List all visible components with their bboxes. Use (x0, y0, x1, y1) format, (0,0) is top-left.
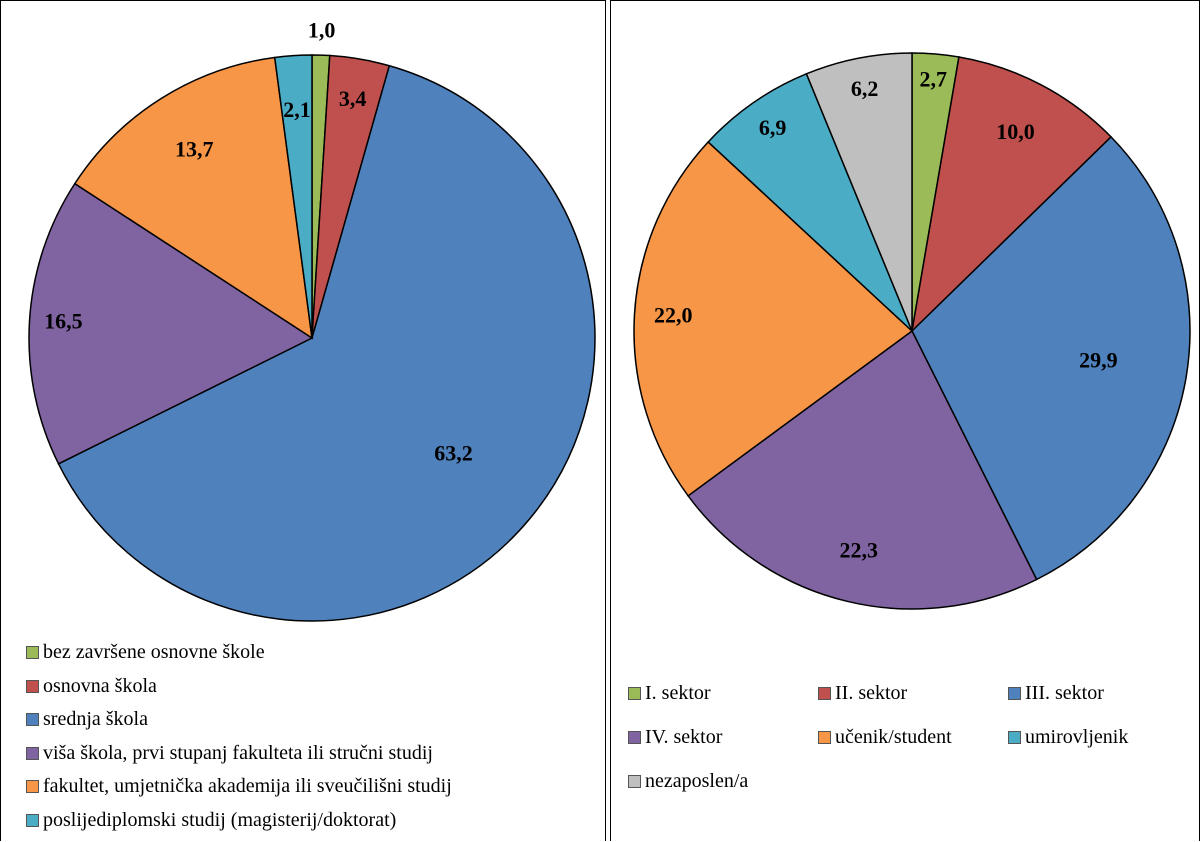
legend-swatch (1008, 686, 1021, 700)
education-legend: bez završene osnovne škole osnovna škola… (26, 636, 452, 837)
legend-item: bez završene osnovne škole (26, 636, 452, 670)
legend-label: viša škola, prvi stupanj fakulteta ili s… (43, 741, 433, 764)
legend-swatch (818, 730, 831, 744)
pie-slice (273, 54, 313, 339)
data-label: 22,3 (840, 538, 879, 563)
legend-label: III. sektor (1025, 681, 1104, 704)
legend-swatch (26, 780, 39, 794)
data-label: 3,4 (339, 86, 367, 111)
legend-item: I. sektor (628, 680, 818, 706)
data-label: 6,9 (759, 115, 787, 140)
legend-item: osnovna škola (26, 670, 452, 704)
legend-swatch (1008, 730, 1021, 744)
legend-label: bez završene osnovne škole (43, 641, 265, 664)
pie-slice (687, 329, 1038, 610)
legend-swatch (628, 730, 641, 744)
legend-swatch (628, 686, 641, 700)
data-label: 1,0 (308, 18, 336, 43)
pie-slice (28, 182, 314, 465)
sector-pie-panel: 2,7 10,0 29,9 22,3 22,0 6,9 6,2 (610, 0, 1200, 841)
sector-pie-chart: 2,7 10,0 29,9 22,3 22,0 6,9 6,2 (633, 52, 1191, 610)
legend-item: srednja škola (26, 703, 452, 737)
legend-label: IV. sektor (645, 725, 723, 748)
pie-slice (707, 72, 913, 332)
pie-slice (910, 56, 1113, 334)
legend-label: nezaposlen/a (645, 769, 749, 792)
data-label: 22,0 (654, 303, 693, 328)
legend-item: nezaposlen/a (628, 768, 818, 794)
legend-swatch (26, 813, 39, 827)
education-pie-panel: 1,0 3,4 63,2 16,5 13,7 2,1 (0, 0, 606, 841)
sector-legend: I. sektor II. sektor III. sektor IV. sek… (628, 680, 1200, 794)
legend-item: poslijediplomski studij (magisterij/dokt… (26, 804, 452, 838)
legend-label: II. sektor (835, 681, 908, 704)
data-label: 16,5 (44, 309, 83, 334)
data-label: 2,7 (919, 67, 947, 92)
legend-item: II. sektor (818, 680, 1008, 706)
data-label: 13,7 (175, 136, 214, 161)
data-label: 10,0 (996, 119, 1035, 144)
legend-swatch (26, 646, 39, 660)
legend-swatch (26, 679, 39, 693)
data-label: 29,9 (1079, 347, 1118, 372)
legend-label: umirovljenik (1025, 725, 1129, 748)
pie-slice (73, 56, 313, 340)
legend-swatch (26, 713, 39, 727)
legend-swatch (818, 686, 831, 700)
legend-label: učenik/student (835, 725, 952, 748)
legend-item: umirovljenik (1008, 724, 1200, 750)
legend-label: poslijediplomski studij (magisterij/dokt… (43, 808, 397, 831)
legend-item: učenik/student (818, 724, 1008, 750)
legend-item: viša škola, prvi stupanj fakulteta ili s… (26, 737, 452, 771)
legend-label: srednja škola (43, 708, 148, 731)
data-label: 2,1 (283, 97, 311, 122)
data-label: 63,2 (434, 441, 473, 466)
pie-slice (633, 140, 914, 497)
legend-item: IV. sektor (628, 724, 818, 750)
legend-label: osnovna škola (43, 674, 157, 697)
pie-slice (57, 64, 596, 622)
legend-label: I. sektor (645, 681, 711, 704)
legend-label: fakultet, umjetnička akademija ili sveuč… (43, 775, 452, 798)
legend-swatch (26, 746, 39, 760)
pie-slice (805, 52, 913, 332)
legend-swatch (628, 774, 641, 788)
data-label: 6,2 (851, 76, 879, 101)
legend-item: fakultet, umjetnička akademija ili sveuč… (26, 770, 452, 804)
legend-item: III. sektor (1008, 680, 1200, 706)
education-pie-chart: 1,0 3,4 63,2 16,5 13,7 2,1 (28, 18, 596, 622)
